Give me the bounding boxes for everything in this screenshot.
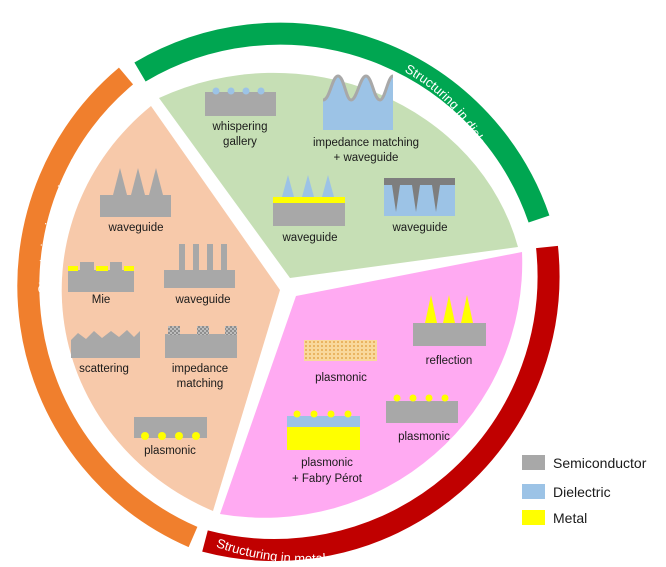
label-plus-fabry-perot: + Fabry Pérot bbox=[292, 473, 363, 485]
label-plasmonic-metal-left: plasmonic bbox=[315, 372, 367, 384]
metal-plasmonic-left-illustration bbox=[304, 340, 377, 361]
impedance-matching-waveguide-illustration bbox=[323, 76, 393, 130]
label-scattering: scattering bbox=[79, 363, 129, 375]
dielectric-waveguide-right-illustration bbox=[384, 178, 455, 216]
label-waveguide-pillars: waveguide bbox=[175, 294, 231, 306]
label-reflection: reflection bbox=[426, 355, 473, 367]
label-plasmonic-semiconductor: plasmonic bbox=[144, 445, 196, 457]
label-matching: matching bbox=[177, 378, 224, 390]
label-gallery: gallery bbox=[223, 136, 257, 148]
label-plasmonic-metal-right: plasmonic bbox=[398, 431, 450, 443]
semiconductor-plasmonic-illustration bbox=[134, 417, 207, 440]
legend-swatch-semiconductor bbox=[522, 455, 545, 470]
label-plasmonic-fp: plasmonic bbox=[301, 457, 353, 469]
legend-label-semiconductor: Semiconductor bbox=[553, 455, 647, 471]
legend-swatch-metal bbox=[522, 510, 545, 525]
label-whispering: whispering bbox=[212, 121, 268, 133]
impedance-matching-semiconductor-illustration bbox=[165, 326, 237, 358]
label-waveguide-semiconductor-top: waveguide bbox=[108, 222, 164, 234]
label-waveguide-dielectric-right: waveguide bbox=[392, 222, 448, 234]
label-mie: Mie bbox=[92, 294, 111, 306]
label-impedance: impedance bbox=[172, 363, 228, 375]
label-plus-waveguide: + waveguide bbox=[334, 152, 399, 164]
mie-illustration bbox=[68, 262, 134, 292]
legend-label-dielectric: Dielectric bbox=[553, 484, 611, 500]
legend: Semiconductor Dielectric Metal bbox=[522, 455, 647, 526]
plasmonic-fabry-perot-illustration bbox=[287, 411, 360, 451]
label-impedance-matching: impedance matching bbox=[313, 137, 419, 149]
legend-swatch-dielectric bbox=[522, 484, 545, 499]
legend-label-metal: Metal bbox=[553, 510, 587, 526]
label-waveguide-dielectric-left: waveguide bbox=[282, 232, 338, 244]
